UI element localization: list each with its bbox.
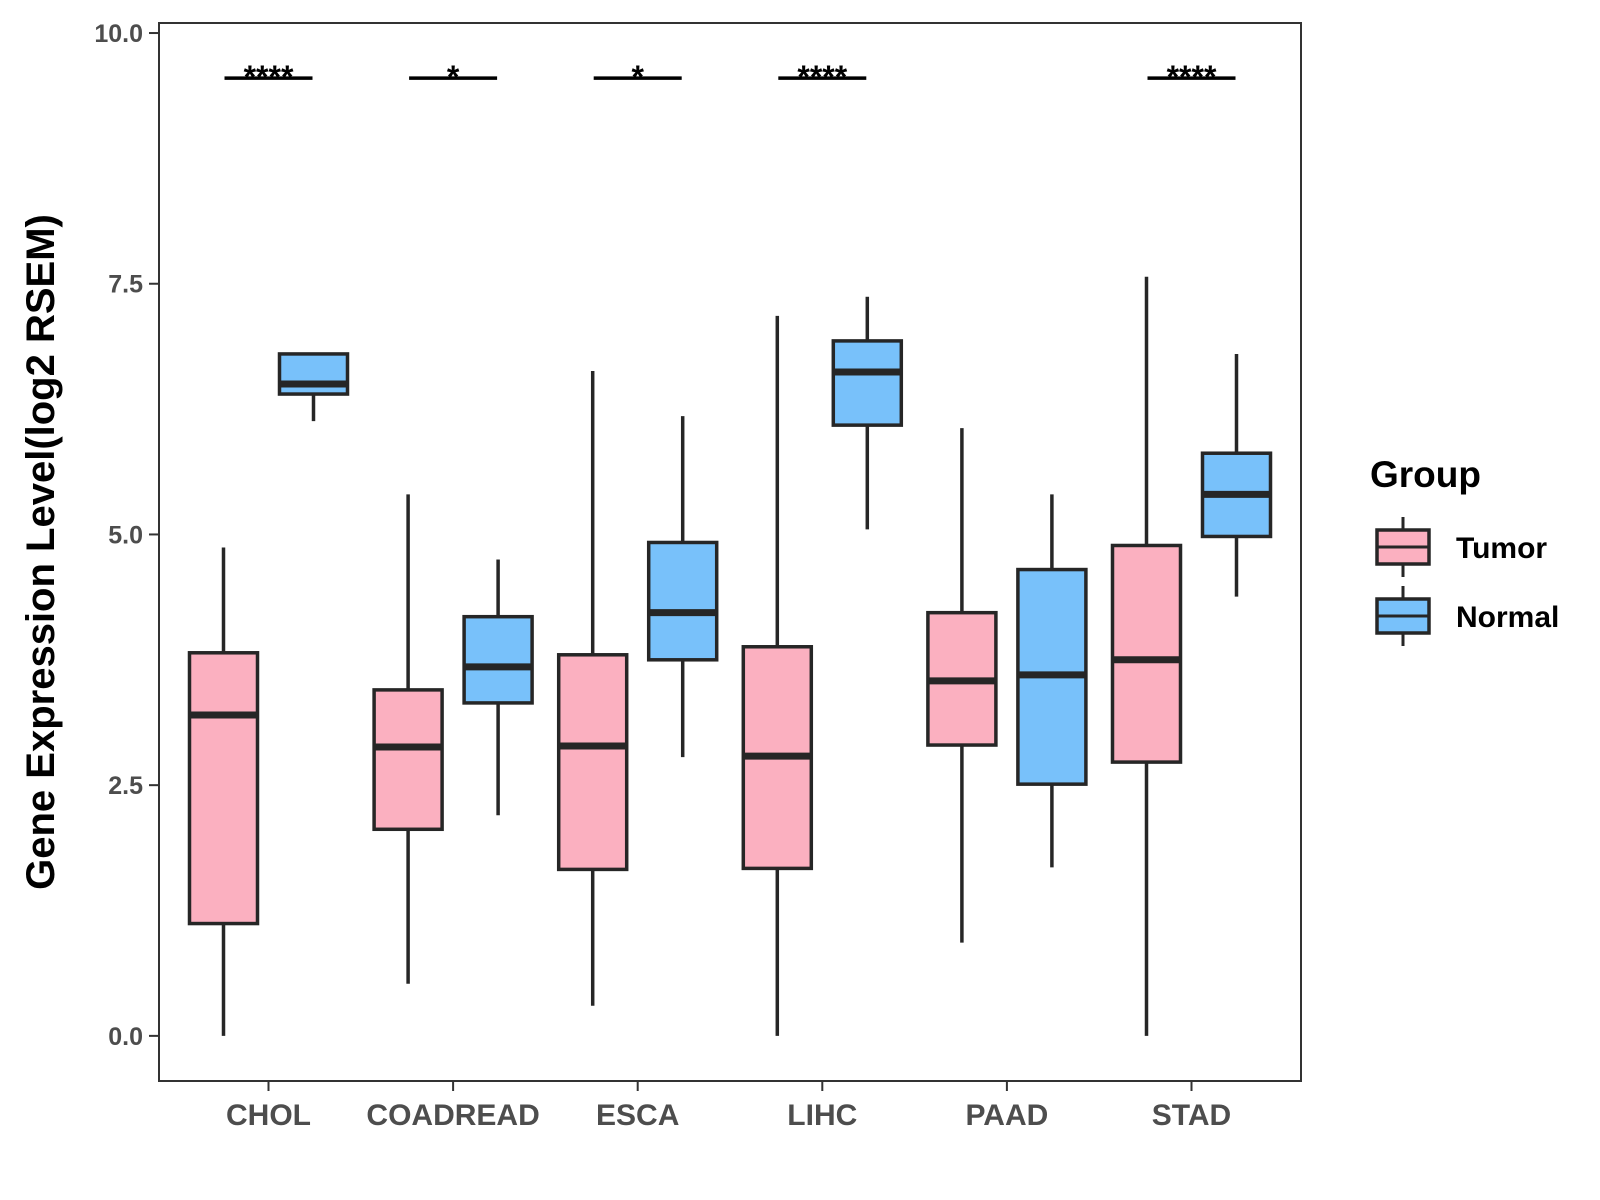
significance-label: **** <box>1167 59 1217 95</box>
box-normal-esca <box>646 416 719 758</box>
x-tick-label: CHOL <box>226 1099 311 1132</box>
x-tick-label: ESCA <box>596 1099 679 1132</box>
box-tumor-coadread <box>372 494 444 984</box>
significance-label: * <box>447 59 460 95</box>
box-iqr <box>646 540 719 662</box>
y-axis: 0.0 2.5 5.0 7.5 10.0 <box>94 20 160 1081</box>
box-tumor-lihc <box>741 315 814 1036</box>
x-tick-label: COADREAD <box>366 1099 539 1132</box>
box-series <box>187 276 1273 1036</box>
legend-label: Normal <box>1456 601 1559 634</box>
significance-annotations: **** * * **** **** <box>224 59 1236 95</box>
box-iqr <box>462 614 534 705</box>
y-axis-title: Gene Expression Level(log2 RSEM) <box>19 214 63 890</box>
significance-label: * <box>631 59 644 95</box>
legend-label: Tumor <box>1456 532 1547 565</box>
box-iqr <box>1110 543 1183 764</box>
box-normal-chol <box>277 352 350 422</box>
box-tumor-paad <box>926 428 998 943</box>
legend-entry-tumor: Tumor <box>1375 517 1547 577</box>
x-tick-label: STAD <box>1152 1099 1231 1132</box>
x-tick-label: PAAD <box>966 1099 1049 1132</box>
box-normal-paad <box>1016 494 1088 868</box>
y-tick-label: 0.0 <box>108 1023 143 1051</box>
box-tumor-stad <box>1110 276 1183 1036</box>
box-tumor-esca <box>556 370 629 1006</box>
box-iqr <box>556 653 629 872</box>
x-tick-label: LIHC <box>787 1099 857 1132</box>
significance-label: **** <box>797 59 847 95</box>
box-iqr <box>187 651 260 926</box>
legend: Group Tumor Normal <box>1370 454 1559 646</box>
y-tick-label: 2.5 <box>108 772 143 800</box>
box-iqr <box>372 688 444 832</box>
significance-label: **** <box>244 59 294 95</box>
plot-panel <box>158 22 1302 1082</box>
box-normal-coadread <box>462 559 534 816</box>
x-axis: CHOL COADREAD ESCA LIHC PAAD STAD <box>226 1081 1231 1132</box>
box-normal-lihc <box>831 296 904 530</box>
box-iqr <box>277 352 350 396</box>
legend-entry-normal: Normal <box>1375 586 1559 646</box>
y-tick-label: 5.0 <box>108 521 143 549</box>
box-tumor-chol <box>187 547 260 1036</box>
y-tick-label: 10.0 <box>94 20 143 48</box>
box-iqr <box>831 339 904 427</box>
legend-title: Group <box>1370 454 1481 495</box>
box-normal-stad <box>1200 353 1273 597</box>
y-tick-label: 7.5 <box>108 271 143 299</box>
